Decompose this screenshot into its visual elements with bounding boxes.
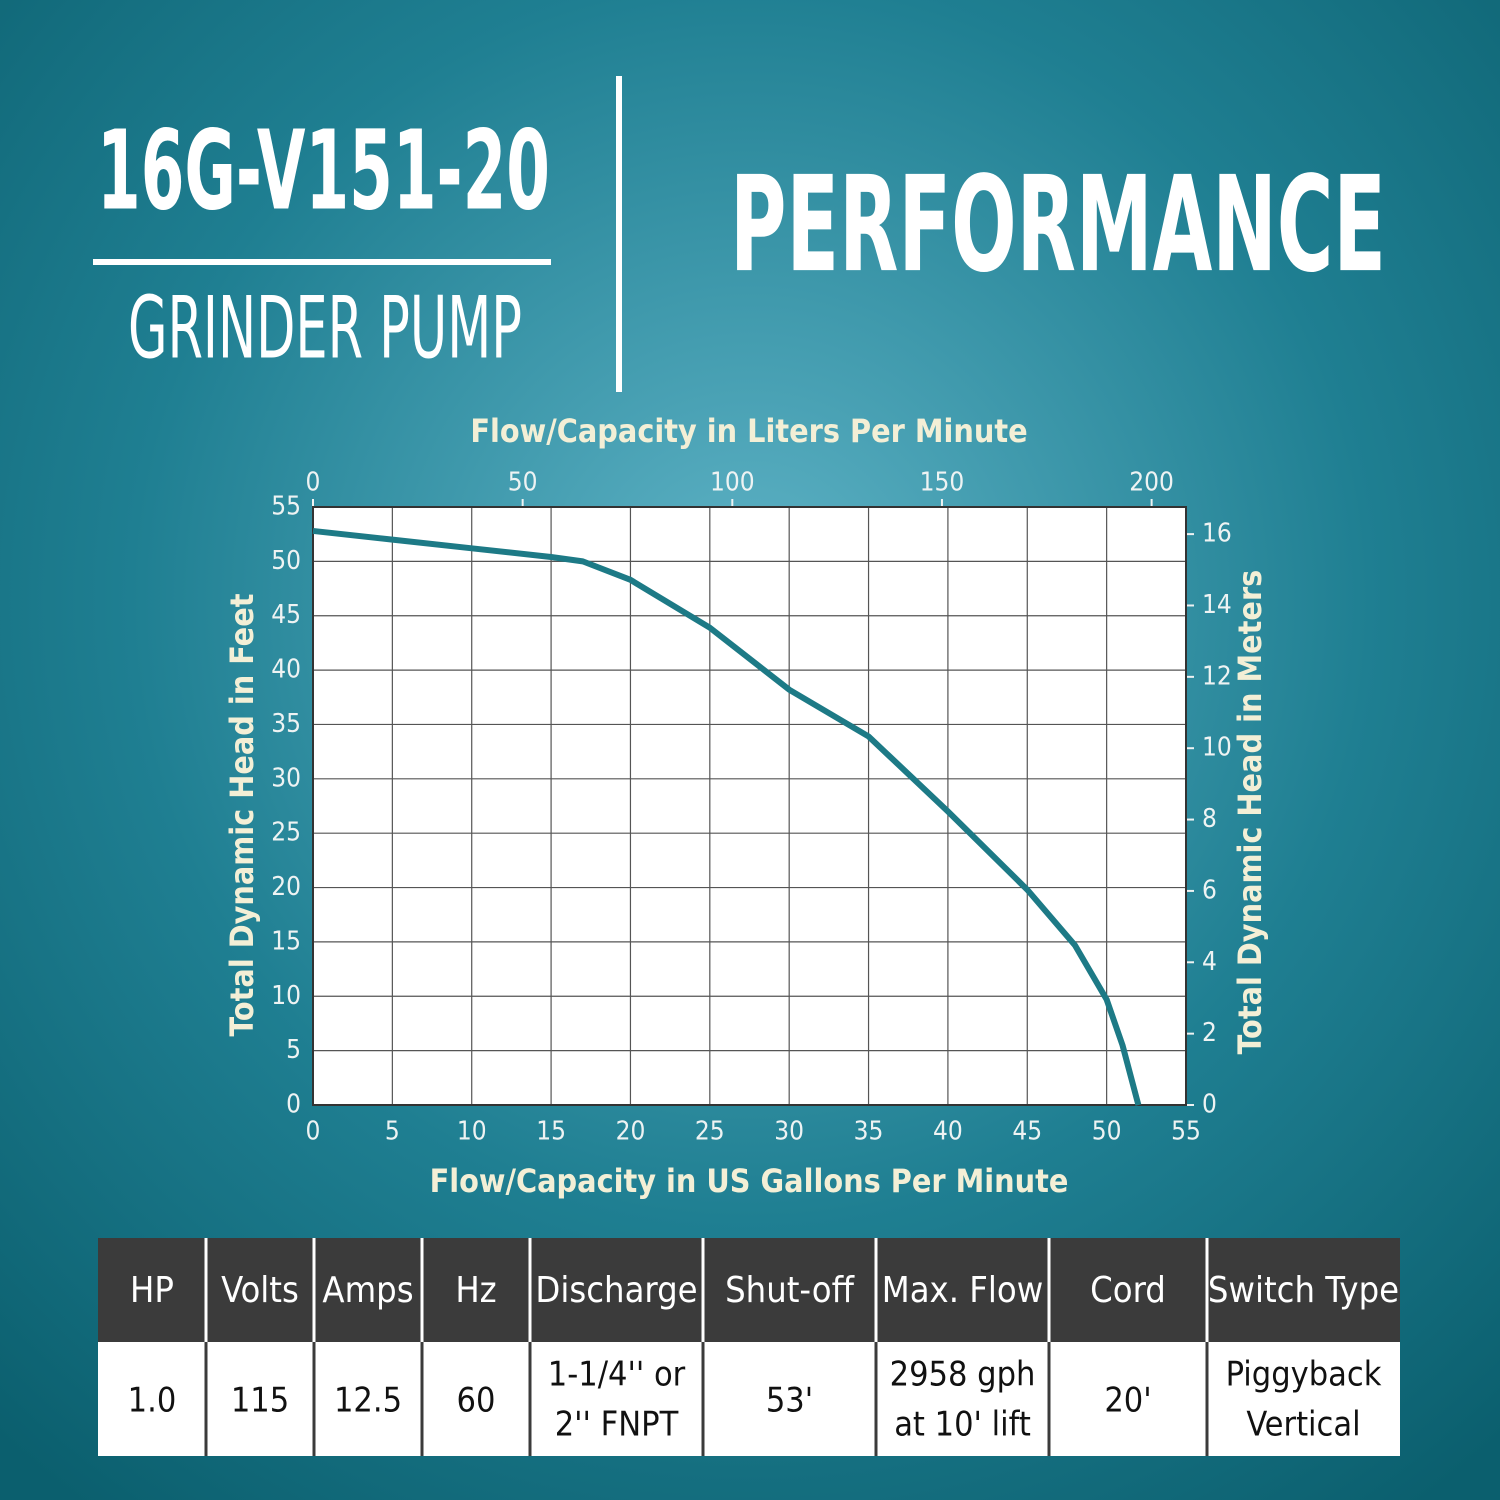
x2-tick-label: 0 <box>306 468 321 498</box>
y-tick-label: 15 <box>271 926 301 956</box>
table-header-cell: Switch Type <box>1208 1270 1399 1311</box>
table-cell: 115 <box>231 1381 289 1421</box>
table-cell: 12.5 <box>334 1381 402 1421</box>
y-tick-label: 5 <box>286 1035 301 1065</box>
table-header-cell: Hz <box>455 1270 496 1311</box>
x-tick-label: 30 <box>774 1117 804 1147</box>
x2-tick-label: 50 <box>508 468 538 498</box>
table-header-cell: Cord <box>1090 1270 1166 1311</box>
x-tick-label: 0 <box>306 1117 321 1147</box>
underline <box>93 259 551 265</box>
x-tick-label: 55 <box>1171 1117 1201 1147</box>
y-tick-label: 20 <box>271 872 301 902</box>
table-cell: 1.0 <box>128 1381 177 1421</box>
y-axis-title: Total Dynamic Head in Feet <box>223 593 261 1036</box>
x-tick-label: 20 <box>616 1117 646 1147</box>
x-tick-label: 10 <box>457 1117 487 1147</box>
x-tick-label: 15 <box>536 1117 566 1147</box>
table-header-cell: Max. Flow <box>882 1270 1043 1311</box>
table-body-bg <box>98 1342 1400 1456</box>
table-cell: 53' <box>766 1381 813 1421</box>
y-tick-label: 0 <box>286 1090 301 1120</box>
x2-tick-label: 100 <box>710 468 755 498</box>
x-tick-label: 25 <box>695 1117 725 1147</box>
x-tick-label: 40 <box>933 1117 963 1147</box>
x-tick-label: 35 <box>854 1117 884 1147</box>
table-cell: at 10' lift <box>894 1405 1031 1445</box>
y-tick-label: 10 <box>271 981 301 1011</box>
y-tick-label: 25 <box>271 818 301 848</box>
subtitle: GRINDER PUMP <box>128 278 522 378</box>
y2-axis-title: Total Dynamic Head in Meters <box>1231 570 1269 1055</box>
table-cell: 2958 gph <box>890 1355 1036 1395</box>
table-cell: 1-1/4'' or <box>548 1355 686 1395</box>
y-tick-label: 45 <box>271 600 301 630</box>
table-header-cell: Discharge <box>535 1270 697 1311</box>
y2-tick-label: 16 <box>1202 519 1232 549</box>
table-cell: 60 <box>457 1381 496 1421</box>
table-cell: Piggyback <box>1226 1355 1382 1395</box>
plot-area <box>313 507 1186 1105</box>
table-cell: Vertical <box>1246 1405 1360 1445</box>
table-header-cell: Shut-off <box>725 1270 854 1311</box>
x-tick-label: 50 <box>1092 1117 1122 1147</box>
model: 16G-V151-20 <box>97 106 550 234</box>
divider <box>616 76 622 392</box>
y2-tick-label: 4 <box>1202 947 1217 977</box>
x2-axis-title: Flow/Capacity in Liters Per Minute <box>470 412 1027 450</box>
y2-tick-label: 14 <box>1202 590 1232 620</box>
x-tick-label: 45 <box>1012 1117 1042 1147</box>
x-axis-title: Flow/Capacity in US Gallons Per Minute <box>430 1162 1069 1200</box>
table-header-cell: Volts <box>221 1270 299 1311</box>
y2-tick-label: 10 <box>1202 733 1232 763</box>
y-tick-label: 35 <box>271 709 301 739</box>
y2-tick-label: 6 <box>1202 875 1217 905</box>
heading: PERFORMANCE <box>730 148 1386 302</box>
y2-tick-label: 8 <box>1202 804 1217 834</box>
curve <box>312 527 1142 1106</box>
table-cell: 2'' FNPT <box>555 1405 679 1445</box>
x2-tick-label: 200 <box>1129 468 1174 498</box>
y-tick-label: 40 <box>271 655 301 685</box>
plot-border <box>312 506 1187 1106</box>
table-header-cell: Amps <box>322 1270 413 1311</box>
x2-tick-label: 150 <box>920 468 965 498</box>
y-tick-label: 30 <box>271 763 301 793</box>
y2-tick-label: 2 <box>1202 1018 1217 1048</box>
table-cell: 20' <box>1104 1381 1151 1421</box>
y2-tick-label: 12 <box>1202 661 1232 691</box>
table-header-cell: HP <box>130 1270 174 1311</box>
x-tick-label: 5 <box>385 1117 400 1147</box>
y-tick-label: 55 <box>271 492 301 522</box>
y2-tick-label: 0 <box>1202 1090 1217 1120</box>
y-tick-label: 50 <box>271 546 301 576</box>
